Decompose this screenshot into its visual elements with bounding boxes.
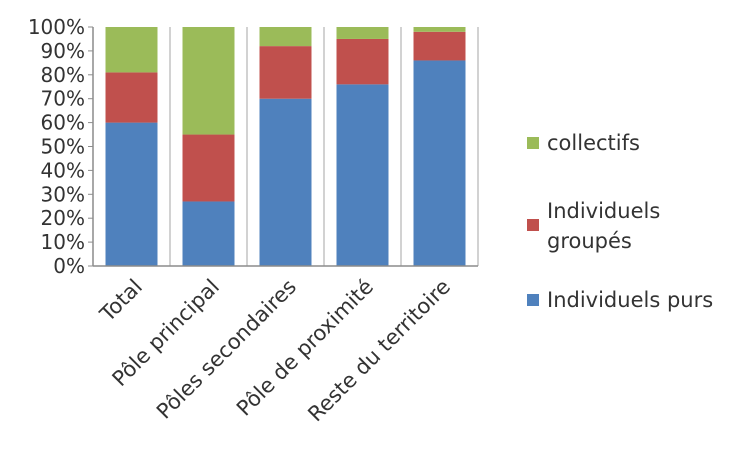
- bar-individuels-groupes-pole-de-proximite: [336, 38, 389, 85]
- legend-label-collectifs: collectifs: [547, 131, 640, 155]
- x-tick-label-total: Total: [95, 275, 147, 327]
- bar-individuels-groupes-pole-principal: [182, 134, 235, 202]
- y-tick-label: 60%: [41, 111, 85, 135]
- y-tick-label: 0%: [53, 254, 85, 278]
- y-tick-label: 90%: [41, 39, 85, 63]
- legend-label-individuels-groupes: Individuels groupés: [547, 199, 660, 253]
- x-tick-label-poles-secondaires: Pôles secondaires: [152, 275, 301, 424]
- bar-collectifs-reste-du-territoire: [413, 27, 466, 32]
- bars: [105, 27, 466, 267]
- legend-key-individuels-groupes: [527, 219, 539, 231]
- axes: [88, 26, 478, 267]
- bar-collectifs-pole-de-proximite: [336, 27, 389, 39]
- y-tick-label: 10%: [41, 230, 85, 254]
- y-tick-label: 40%: [41, 158, 85, 182]
- bar-collectifs-total: [105, 27, 158, 73]
- bar-individuels-purs-poles-secondaires: [259, 98, 312, 266]
- x-tick-label-pole-de-proximite: Pôle de proximité: [232, 275, 378, 421]
- bar-individuels-groupes-reste-du-territoire: [413, 31, 466, 61]
- y-tick-label: 100%: [28, 15, 85, 39]
- bar-individuels-groupes-total: [105, 72, 158, 123]
- legend-key-individuels-purs: [527, 294, 539, 306]
- bar-individuels-purs-total: [105, 122, 158, 266]
- y-tick-label: 50%: [41, 135, 85, 159]
- bar-collectifs-poles-secondaires: [259, 27, 312, 47]
- legend-key-collectifs: [527, 137, 539, 149]
- bar-individuels-purs-reste-du-territoire: [413, 60, 466, 267]
- legend-label-individuels-purs: Individuels purs: [547, 288, 713, 312]
- legend: collectifs Individuels groupés Individuels …: [527, 131, 713, 312]
- y-tick-label: 70%: [41, 87, 85, 111]
- y-tick-label: 30%: [41, 182, 85, 206]
- bar-collectifs-pole-principal: [182, 27, 235, 135]
- y-tick-label: 80%: [41, 63, 85, 87]
- bar-individuels-groupes-poles-secondaires: [259, 46, 312, 99]
- grid-lines: [169, 27, 479, 266]
- x-tick-label-reste-du-territoire: Reste du territoire: [303, 275, 455, 427]
- bar-individuels-purs-pole-principal: [182, 201, 235, 266]
- y-tick-labels: 0%10%20%30%40%50%60%70%80%90%100%: [28, 15, 85, 278]
- y-tick-label: 20%: [41, 206, 85, 230]
- bar-individuels-purs-pole-de-proximite: [336, 84, 389, 266]
